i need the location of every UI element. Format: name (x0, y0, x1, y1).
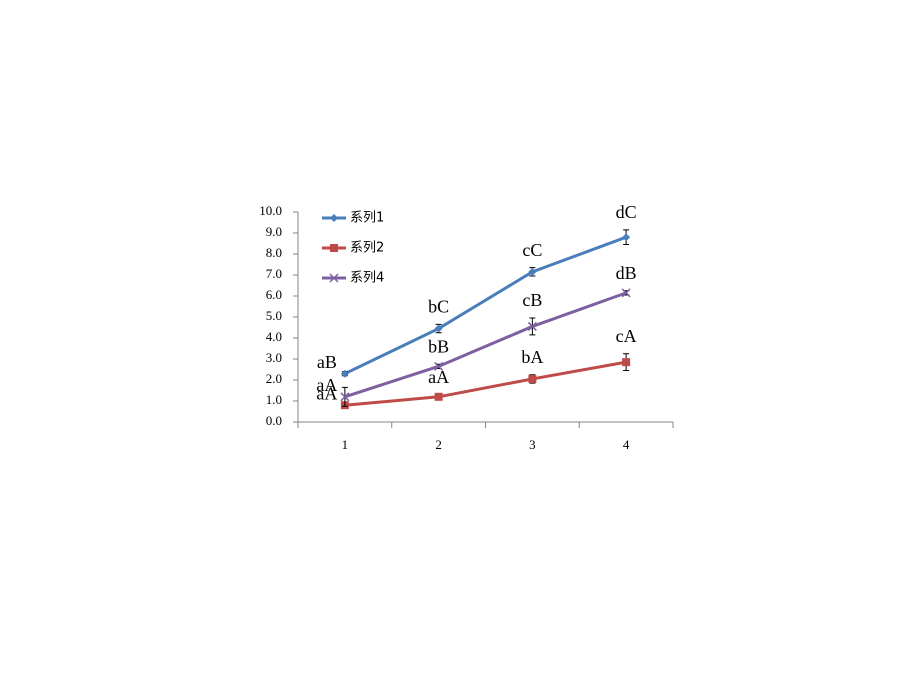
marker (434, 392, 443, 401)
significance-label: bC (428, 296, 449, 316)
legend-label: 系列1 (350, 211, 384, 226)
significance-label: cC (522, 240, 542, 260)
marker (434, 324, 443, 333)
significance-label: dC (616, 202, 637, 222)
marker (527, 321, 537, 331)
series-line (344, 360, 627, 407)
y-tick-label: 1.0 (266, 392, 282, 407)
marker (621, 288, 631, 298)
series-line (344, 235, 627, 376)
x-tick-label: 3 (529, 437, 536, 452)
marker (330, 244, 338, 252)
y-tick-label: 8.0 (266, 245, 282, 260)
x-tick-label: 1 (342, 437, 349, 452)
marker (340, 392, 350, 402)
significance-label: dB (616, 263, 637, 283)
x-tick-label: 4 (623, 437, 630, 452)
y-tick-label: 0.0 (266, 413, 282, 428)
significance-label: bA (521, 347, 543, 367)
marker (622, 358, 631, 367)
y-tick-label: 9.0 (266, 224, 282, 239)
significance-label: cA (616, 326, 637, 346)
y-tick-label: 7.0 (266, 266, 282, 281)
significance-label: bB (428, 336, 449, 356)
marker (434, 361, 444, 371)
y-tick-label: 5.0 (266, 308, 282, 323)
significance-label: aA (316, 375, 337, 395)
marker (528, 267, 537, 276)
marker (329, 273, 339, 283)
y-tick-label: 10.0 (259, 203, 282, 218)
x-tick-label: 2 (435, 437, 442, 452)
marker (528, 374, 537, 383)
significance-label: cB (522, 290, 542, 310)
legend-label: 系列4 (350, 271, 384, 286)
significance-label: aA (428, 367, 449, 387)
y-tick-label: 6.0 (266, 287, 282, 302)
y-tick-label: 3.0 (266, 350, 282, 365)
marker (340, 369, 349, 378)
significance-label: aA (316, 383, 337, 403)
series-line (344, 291, 627, 399)
legend-label: 系列2 (350, 241, 384, 256)
marker (622, 233, 631, 242)
marker (330, 214, 338, 222)
y-tick-label: 2.0 (266, 371, 282, 386)
y-tick-label: 4.0 (266, 329, 282, 344)
significance-label: aB (317, 352, 337, 372)
